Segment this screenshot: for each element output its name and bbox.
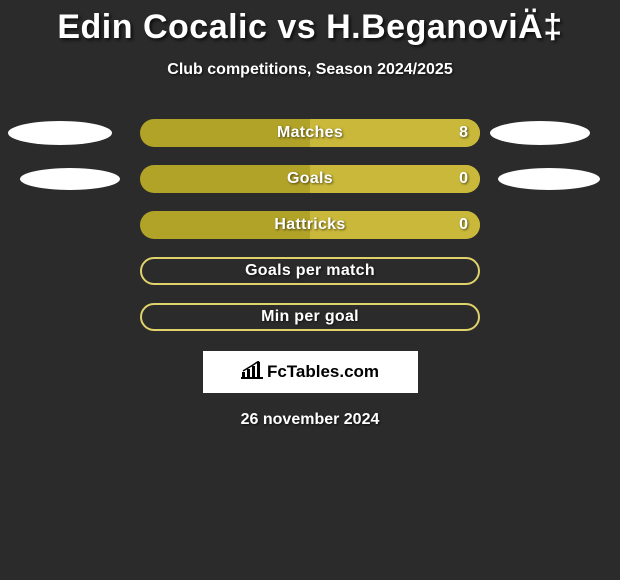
stat-bar: Goals0 [140,165,480,193]
player-left-marker [8,121,112,145]
logo-box: FcTables.com [203,351,418,393]
stat-row: Goals per match [0,257,620,285]
stat-label: Matches [140,119,480,147]
footer-date: 26 november 2024 [0,411,620,429]
player-right-marker [498,168,600,190]
stat-value: 8 [459,119,468,147]
player-right-marker [490,121,590,145]
comparison-chart: Matches8Goals0Hattricks0Goals per matchM… [0,119,620,331]
stat-value: 0 [459,211,468,239]
stat-label: Min per goal [142,305,478,329]
subtitle: Club competitions, Season 2024/2025 [0,61,620,79]
chart-icon [241,361,263,384]
stat-row: Hattricks0 [0,211,620,239]
stat-row: Min per goal [0,303,620,331]
stat-label: Goals [140,165,480,193]
page-title: Edin Cocalic vs H.BeganoviÄ‡ [0,0,620,47]
player-left-marker [20,168,120,190]
stat-bar: Matches8 [140,119,480,147]
stat-row: Matches8 [0,119,620,147]
stat-label: Goals per match [142,259,478,283]
logo-text: FcTables.com [267,362,379,382]
stat-row: Goals0 [0,165,620,193]
stat-value: 0 [459,165,468,193]
stat-label: Hattricks [140,211,480,239]
stat-bar: Goals per match [140,257,480,285]
stat-bar: Hattricks0 [140,211,480,239]
stat-bar: Min per goal [140,303,480,331]
